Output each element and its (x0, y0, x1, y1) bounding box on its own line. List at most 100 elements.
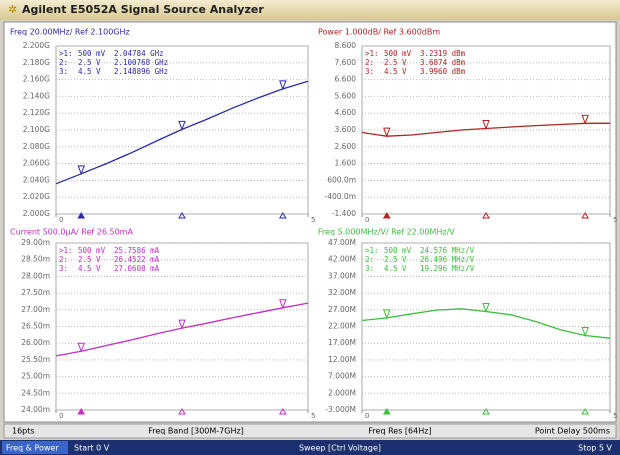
marker-y: 27.0608 mA (114, 264, 160, 273)
panel-title: Power 1.000dB/ Ref 3.600dBm (318, 28, 440, 37)
status-freq-band: Freq Band [300M-7GHz] (148, 427, 244, 436)
marker-id: 3: (59, 264, 68, 273)
marker-x: 2.5 V (384, 255, 407, 264)
marker-axis-triangle (278, 408, 287, 415)
marker-triangle (178, 319, 186, 330)
marker-id: >1: (59, 49, 73, 58)
app-icon: ✲ (8, 3, 17, 16)
marker-axis-triangle (581, 408, 590, 415)
marker-y: 25.7586 mA (114, 246, 160, 255)
y-tick-label: 27.50m (21, 288, 50, 297)
marker-axis-triangle (382, 212, 391, 219)
y-tick-label: 26.00m (21, 338, 50, 347)
y-tick-label: -400.0m (325, 192, 356, 201)
panel-title: Freq 5.000MHz/V/ Ref 22.00MHz/V (318, 228, 455, 237)
y-tick-label: 42.00M (328, 255, 356, 264)
window-title: Agilent E5052A Signal Source Analyzer (22, 3, 264, 16)
y-tick-label: 28.50m (21, 255, 50, 264)
marker-id: 3: (365, 264, 374, 273)
y-tick-label: 37.00M (328, 271, 356, 280)
y-tick-label: 2.040G (23, 175, 50, 184)
marker-id: 3: (365, 67, 374, 76)
marker-triangle (383, 127, 391, 138)
y-tick-label: 17.00M (328, 338, 356, 347)
status-points: 16pts (12, 427, 35, 436)
mode-button[interactable] (2, 441, 68, 454)
y-tick-label: 47.00M (328, 238, 356, 247)
title-bar (0, 0, 620, 20)
mode-label[interactable]: Freq & Power (6, 444, 59, 453)
marker-axis-triangle (278, 212, 287, 219)
marker-axis-triangle (77, 408, 86, 415)
y-tick-label: 7.600 (335, 58, 357, 67)
stop-label: Stop 5 V (578, 444, 612, 453)
marker-x: 500 mV (384, 49, 412, 58)
marker-triangle (482, 120, 490, 130)
marker-triangle (279, 80, 287, 91)
y-tick-label: -1.400 (332, 209, 356, 218)
y-tick-label: 27.00m (21, 305, 50, 314)
marker-x: 4.5 V (384, 67, 407, 76)
marker-id: 2: (365, 58, 374, 67)
y-tick-label: 2.140G (23, 91, 50, 100)
marker-triangle (383, 309, 391, 320)
x-tick-label: 5 (613, 412, 617, 420)
y-tick-label: 2.180G (23, 58, 50, 67)
marker-triangle (482, 302, 490, 313)
marker-triangle (279, 299, 287, 310)
x-tick-label: 5 (311, 216, 315, 224)
x-tick-label: 0 (365, 412, 369, 420)
y-tick-label: 2.000M (328, 388, 356, 397)
y-tick-label: 2.080G (23, 142, 50, 151)
y-tick-label: 28.00m (21, 271, 50, 280)
marker-id: >1: (59, 246, 73, 255)
marker-y: 3.6874 dBm (420, 58, 466, 67)
y-tick-label: 22.00M (328, 322, 356, 331)
display-area (3, 21, 617, 423)
y-tick-label: -3.000M (325, 405, 356, 414)
marker-x: 500 mV (384, 246, 412, 255)
y-tick-label: 2.060G (23, 159, 50, 168)
marker-y: 2.100768 GHz (114, 58, 168, 67)
marker-axis-triangle (178, 212, 186, 219)
y-tick-label: 24.00m (21, 405, 50, 414)
marker-id: 2: (59, 58, 68, 67)
marker-y: 2.148896 GHz (114, 67, 168, 76)
marker-x: 4.5 V (384, 264, 407, 273)
marker-axis-triangle (178, 408, 186, 415)
marker-id: 2: (365, 255, 374, 264)
y-tick-label: 2.100G (23, 125, 50, 134)
marker-id: 3: (59, 67, 68, 76)
marker-x: 2.5 V (78, 58, 101, 67)
marker-x: 2.5 V (384, 58, 407, 67)
y-tick-label: 2.160G (23, 75, 50, 84)
marker-x: 500 mV (78, 49, 106, 58)
y-tick-label: 29.00m (21, 238, 50, 247)
x-tick-label: 0 (365, 216, 369, 224)
y-tick-label: 32.00M (328, 288, 356, 297)
y-tick-label: 600.0m (327, 175, 356, 184)
marker-triangle (581, 114, 589, 125)
y-tick-label: 7.000M (328, 372, 356, 381)
marker-y: 3.9960 dBm (420, 67, 466, 76)
marker-y: 3.2319 dBm (420, 49, 466, 58)
y-tick-label: 5.600 (335, 91, 357, 100)
status-point-delay: Point Delay 500ms (535, 427, 610, 436)
x-tick-label: 0 (59, 216, 63, 224)
marker-y: 19.296 MHz/V (420, 264, 475, 273)
panel-title: Freq 20.00MHz/ Ref 2.100GHz (10, 28, 130, 37)
x-tick-label: 0 (59, 412, 63, 420)
marker-id: >1: (365, 49, 379, 58)
marker-axis-triangle (482, 212, 490, 219)
y-tick-label: 8.600 (335, 41, 357, 50)
bottom-bar (0, 440, 620, 455)
marker-id: >1: (365, 246, 379, 255)
y-tick-label: 25.00m (21, 372, 50, 381)
marker-triangle (77, 165, 85, 176)
marker-y: 24.576 MHz/V (420, 246, 475, 255)
y-tick-label: 6.600 (335, 75, 357, 84)
marker-y: 26.4522 mA (114, 255, 160, 264)
panel-title: Current 500.0µA/ Ref 26.50mA (10, 228, 133, 237)
y-tick-label: 2.020G (23, 192, 50, 201)
